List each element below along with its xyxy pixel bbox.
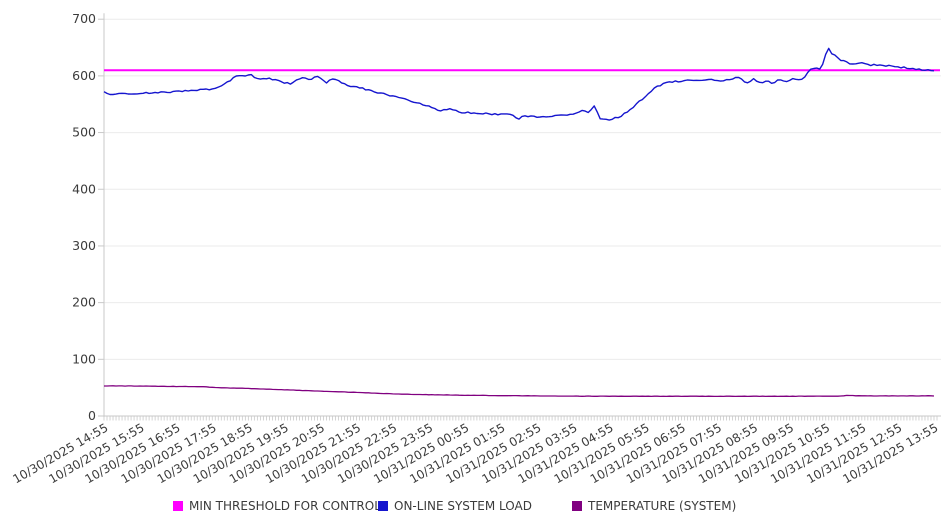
y-axis-label: 700 bbox=[72, 11, 96, 26]
legend-swatch-min-threshold-icon bbox=[173, 501, 183, 511]
y-axis-label: 0 bbox=[88, 408, 96, 423]
chart-legend: MIN THRESHOLD FOR CONTROL ON-LINE SYSTEM… bbox=[0, 499, 946, 519]
y-axis-label: 200 bbox=[72, 295, 96, 310]
legend-swatch-online-system-load-icon bbox=[378, 501, 388, 511]
legend-item-temperature-system[interactable]: TEMPERATURE (SYSTEM) bbox=[572, 499, 736, 513]
y-axis-label: 100 bbox=[72, 351, 96, 366]
y-axis-label: 500 bbox=[72, 125, 96, 140]
legend-label-min-threshold: MIN THRESHOLD FOR CONTROL bbox=[189, 499, 381, 513]
y-axis-label: 400 bbox=[72, 181, 96, 196]
legend-swatch-temperature-system-icon bbox=[572, 501, 582, 511]
temperature-line bbox=[104, 385, 935, 398]
y-axis-label: 600 bbox=[72, 68, 96, 83]
legend-label-temperature-system: TEMPERATURE (SYSTEM) bbox=[588, 499, 737, 513]
legend-item-online-system-load[interactable]: ON-LINE SYSTEM LOAD bbox=[378, 499, 532, 513]
legend-label-online-system-load: ON-LINE SYSTEM LOAD bbox=[394, 499, 532, 513]
legend-item-min-threshold[interactable]: MIN THRESHOLD FOR CONTROL bbox=[173, 499, 381, 513]
load-line bbox=[103, 47, 935, 121]
y-axis-label: 300 bbox=[72, 238, 96, 253]
